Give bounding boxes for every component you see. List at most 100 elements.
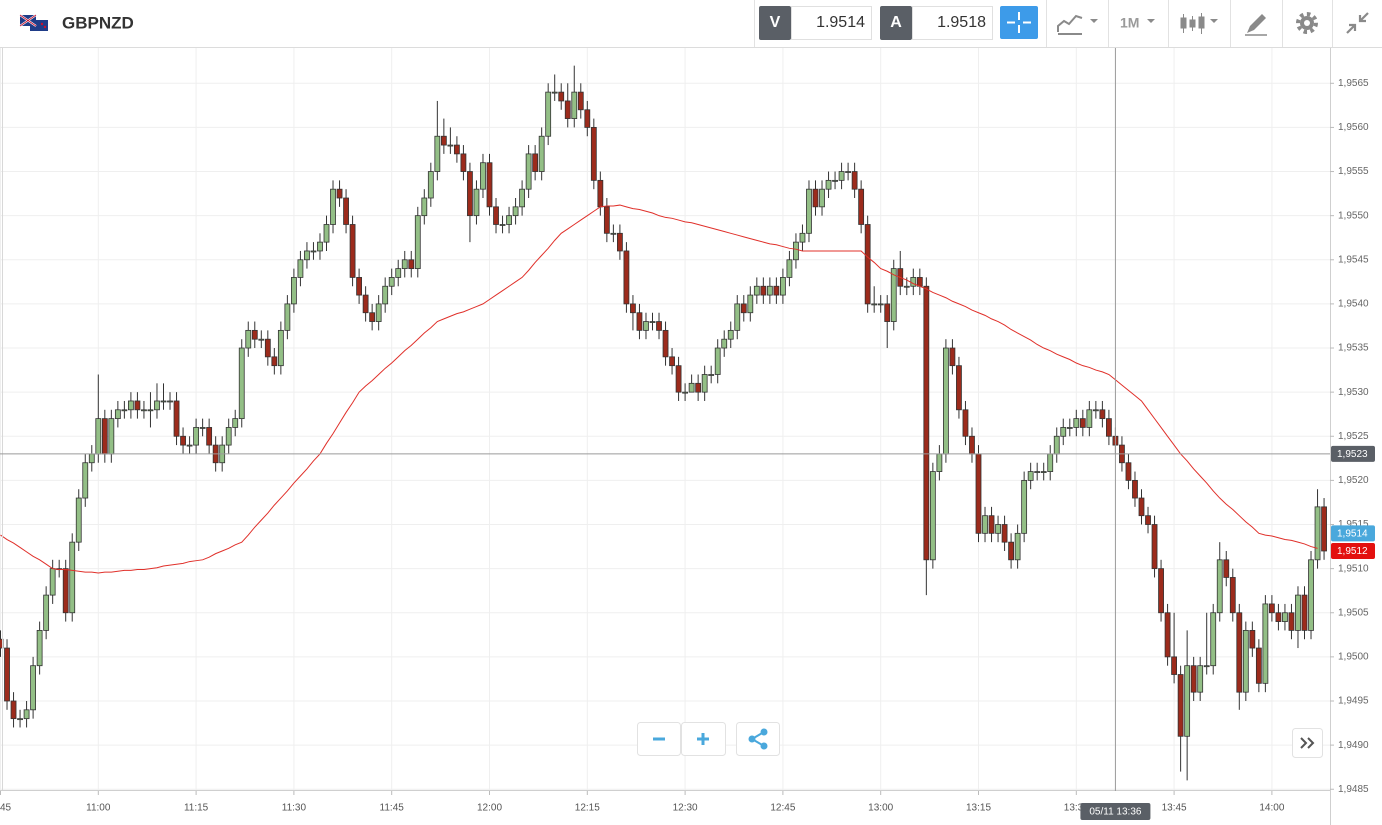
- candle-body: [193, 427, 200, 446]
- candle-body: [1321, 506, 1327, 552]
- candle-body: [806, 188, 812, 234]
- grid: [0, 48, 1330, 790]
- candle-body: [747, 294, 754, 314]
- y-tick-label: 1,9555: [1338, 166, 1369, 177]
- candle-body: [982, 515, 988, 534]
- candle-body: [819, 188, 825, 208]
- candle-body: [408, 259, 415, 270]
- candle-style-button[interactable]: [1180, 13, 1218, 34]
- timeframe-button[interactable]: 1M: [1120, 15, 1155, 31]
- candle-body: [95, 418, 102, 455]
- candle-body: [238, 347, 245, 420]
- candle-body: [199, 427, 206, 429]
- candle-body: [1249, 629, 1256, 649]
- candle-body: [473, 188, 480, 217]
- candle-body: [988, 515, 995, 534]
- candle-body: [558, 91, 565, 102]
- candle-body: [773, 285, 780, 296]
- candle-body: [721, 338, 728, 349]
- candle-body: [297, 259, 304, 278]
- zoom-in-button[interactable]: [681, 722, 726, 756]
- candle-body: [493, 206, 499, 225]
- candle-body: [414, 215, 421, 270]
- candle-body: [1282, 612, 1288, 622]
- chart-type-button[interactable]: [1057, 14, 1098, 35]
- candle-body: [43, 594, 50, 631]
- candle-body: [4, 647, 10, 702]
- candle-body: [480, 162, 486, 190]
- candle-body: [147, 409, 154, 412]
- zoom-out-button[interactable]: [637, 722, 681, 756]
- candle-body: [858, 188, 865, 225]
- candle-body: [62, 568, 69, 614]
- ask-price: 1.9518: [937, 14, 986, 31]
- candle-body: [1073, 418, 1080, 428]
- bid-button[interactable]: V 1.9514: [759, 6, 872, 40]
- bid-price: 1.9514: [816, 14, 865, 31]
- price-tag: [1331, 445, 1375, 462]
- candle-body: [1106, 418, 1112, 437]
- x-tick-label: 12:00: [477, 803, 502, 814]
- candle-body: [871, 303, 878, 306]
- candle-body: [1190, 665, 1197, 693]
- ask-label: A: [890, 14, 902, 31]
- candle-body: [538, 135, 545, 172]
- y-tick-label: 1,9560: [1338, 122, 1369, 133]
- candle-body: [258, 338, 265, 341]
- axes: 1,9485 1,9490 1,9495 1,9500 1,9505 1,9510 1,95…: [0, 78, 1369, 814]
- candle-body: [727, 329, 734, 340]
- candle-body: [1060, 427, 1067, 437]
- candle-body: [656, 321, 662, 331]
- candle-body: [545, 91, 552, 137]
- candle-body: [30, 665, 37, 711]
- candle-body: [636, 312, 643, 331]
- x-tick-label: 12:45: [770, 803, 795, 814]
- candle-body: [969, 435, 975, 455]
- candle-body: [551, 91, 558, 94]
- y-tick-label: 1,9530: [1338, 387, 1369, 398]
- candle-body: [1242, 629, 1249, 693]
- candle-body: [1047, 453, 1054, 472]
- candle-body: [290, 277, 297, 305]
- candle-body: [251, 329, 258, 340]
- candle-body: [929, 471, 936, 561]
- candle-body: [753, 285, 760, 296]
- candle-body: [532, 153, 539, 172]
- candle-body: [714, 347, 721, 375]
- ask-button[interactable]: A 1.9518: [880, 6, 993, 40]
- candle-body: [845, 171, 851, 173]
- candle-body: [617, 232, 623, 252]
- candle-body: [49, 568, 56, 596]
- draw-button[interactable]: [1245, 14, 1267, 36]
- candle-body: [75, 497, 82, 543]
- candle-body: [447, 144, 454, 147]
- candle-body: [1223, 559, 1230, 578]
- candle-body: [662, 329, 669, 358]
- candle-body: [180, 435, 186, 446]
- collapse-button[interactable]: [1346, 12, 1369, 34]
- candle-body: [1197, 665, 1204, 693]
- candle-body: [1288, 612, 1295, 631]
- candle-body: [766, 285, 773, 296]
- candle-body: [82, 462, 89, 499]
- candle-body: [141, 409, 147, 412]
- candle-body: [245, 329, 252, 349]
- crosshair-button[interactable]: [1000, 6, 1038, 39]
- candle-body: [512, 206, 519, 217]
- candle-body: [401, 259, 408, 270]
- candle-body: [154, 400, 160, 411]
- candle-body: [186, 444, 193, 447]
- candle-body: [1034, 471, 1041, 473]
- candle-body: [1099, 409, 1106, 420]
- candle-body: [910, 277, 917, 287]
- share-button[interactable]: [736, 722, 780, 756]
- candle-body: [1262, 603, 1269, 684]
- candle-body: [284, 303, 291, 331]
- scroll-end-button[interactable]: [1292, 728, 1323, 758]
- candle-body: [1203, 665, 1210, 668]
- crosshair-time: 05/11 13:36: [1089, 807, 1142, 818]
- candle-body: [1132, 479, 1138, 499]
- candle-body: [949, 347, 956, 367]
- settings-button[interactable]: [1296, 12, 1318, 34]
